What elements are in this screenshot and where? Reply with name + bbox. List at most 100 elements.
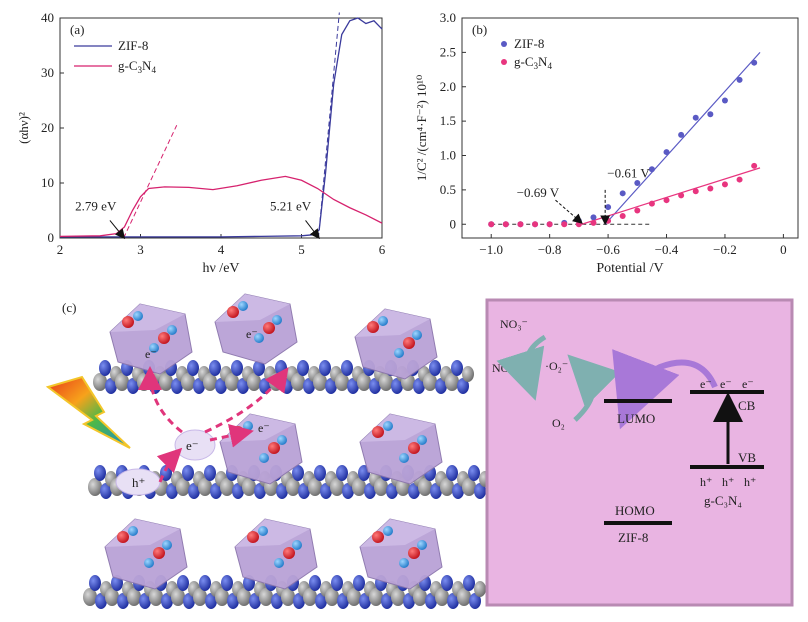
light-blue-atom xyxy=(417,540,427,550)
light-blue-atom xyxy=(277,435,287,445)
panel-a-tauc-plot: 2 3 4 5 6 0 10 20 30 40 hν /eV (αhν)² (a) 2.79 eV 5.21… xyxy=(0,0,400,290)
grey-atom xyxy=(462,366,474,382)
b-point-gc3n4 xyxy=(707,185,714,192)
vb-label: VB xyxy=(738,450,756,465)
cb-electron-1: e⁻ xyxy=(700,377,712,391)
grey-atom xyxy=(259,588,273,606)
vb-hole-3: h⁺ xyxy=(744,475,756,489)
b-point-zif8 xyxy=(648,166,655,173)
electron-bubble-label: e⁻ xyxy=(186,438,199,453)
energy-level-diagram: NO₃⁻ NO ·O₂⁻ O₂ LUMO HOMO ZIF-8 e⁻ e⁻ e⁻… xyxy=(485,298,794,607)
no3-label: NO₃⁻ xyxy=(500,317,528,331)
grey-atom xyxy=(379,373,393,391)
grey-atom xyxy=(127,588,141,606)
blue-atom xyxy=(451,360,463,376)
light-blue-atom xyxy=(162,540,172,550)
blue-atom xyxy=(221,575,233,591)
blue-atom xyxy=(429,360,441,376)
blue-atom xyxy=(303,378,315,394)
blue-atom xyxy=(381,593,393,609)
b-point-gc3n4 xyxy=(619,213,626,219)
a-y-axis-label: (αhν)² xyxy=(16,112,31,144)
grey-atom xyxy=(325,588,339,606)
blue-atom xyxy=(183,593,195,609)
blue-atom xyxy=(276,483,288,499)
b-point-zif8 xyxy=(590,214,597,221)
blue-atom xyxy=(320,483,332,499)
b-point-zif8 xyxy=(692,114,699,121)
a-y-tick-label: 0 xyxy=(48,230,55,245)
blue-atom xyxy=(205,593,217,609)
blue-atom xyxy=(319,360,331,376)
blue-atom xyxy=(309,575,321,591)
a-series-line-gc3n4 xyxy=(59,175,383,237)
blue-atom xyxy=(325,378,337,394)
b-legend-label: ZIF-8 xyxy=(514,36,544,51)
blue-atom xyxy=(292,465,304,481)
grey-atom xyxy=(247,373,261,391)
blue-atom xyxy=(99,360,111,376)
red-atom xyxy=(122,316,134,328)
red-atom xyxy=(158,332,170,344)
electron-label-2: e⁻ xyxy=(246,327,258,341)
a-x-tick-label: 2 xyxy=(57,242,64,257)
blue-atom xyxy=(117,593,129,609)
light-blue-atom xyxy=(149,343,159,353)
b-x-tick-label: −0.6 xyxy=(596,242,620,257)
a-annotation-label-0: 2.79 eV xyxy=(75,199,117,214)
b-y-tick-label: 1.0 xyxy=(440,148,456,163)
blue-atom xyxy=(100,483,112,499)
red-atom xyxy=(367,321,379,333)
blue-atom xyxy=(271,593,283,609)
grey-atom xyxy=(291,373,305,391)
b-point-gc3n4 xyxy=(590,219,597,226)
a-tangent-line-0 xyxy=(123,125,178,239)
cb-label: CB xyxy=(738,398,756,413)
blue-atom xyxy=(413,378,425,394)
b-panel-label: (b) xyxy=(472,22,487,37)
panel-b-mott-schottky-plot: −1.0 −0.8 −0.6 −0.4 −0.2 0 0 0.5 1.0 1.5 2.0 2.5 3.0… xyxy=(400,0,808,290)
hole-label: h⁺ xyxy=(132,475,145,490)
light-blue-atom xyxy=(417,435,427,445)
light-blue-atom xyxy=(243,421,253,431)
b-y-tick-label: 1.5 xyxy=(440,113,456,128)
grey-atom xyxy=(303,588,317,606)
red-atom xyxy=(283,547,295,559)
b-point-zif8 xyxy=(634,180,641,186)
b-legend-marker xyxy=(501,41,507,47)
grey-atom xyxy=(474,581,486,597)
b-point-gc3n4 xyxy=(634,207,641,214)
light-blue-atom xyxy=(128,526,138,536)
b-x-axis-label: Potential /V xyxy=(596,261,663,276)
blue-atom xyxy=(337,593,349,609)
blue-atom xyxy=(227,593,239,609)
b-y-tick-label: 2.0 xyxy=(440,79,456,94)
grey-atom xyxy=(357,373,371,391)
b-plot-frame xyxy=(461,17,799,239)
light-blue-atom xyxy=(399,558,409,568)
b-point-gc3n4 xyxy=(488,221,495,228)
a-annotation-arrow-0 xyxy=(109,220,126,240)
light-blue-atom xyxy=(399,453,409,463)
a-x-axis-label: hν /eV xyxy=(202,261,239,276)
grey-atom xyxy=(286,478,300,496)
lumo-label: LUMO xyxy=(617,411,655,426)
panel-c-label: (c) xyxy=(62,300,76,315)
red-atom xyxy=(153,547,165,559)
grey-atom xyxy=(457,588,471,606)
a-x-tick-label: 4 xyxy=(218,242,225,257)
b-y-tick-label: 2.5 xyxy=(440,44,456,59)
blue-atom xyxy=(447,593,459,609)
a-x-tick-label: 3 xyxy=(137,242,144,257)
vb-hole-2: h⁺ xyxy=(722,475,734,489)
superoxide-label: ·O₂⁻ xyxy=(545,359,568,373)
red-atom xyxy=(408,547,420,559)
b-point-gc3n4 xyxy=(721,181,728,188)
blue-atom xyxy=(353,575,365,591)
blue-atom xyxy=(253,360,265,376)
blue-atom xyxy=(166,483,178,499)
light-blue-atom xyxy=(274,558,284,568)
grey-atom xyxy=(435,588,449,606)
blue-atom xyxy=(403,593,415,609)
blue-atom xyxy=(161,593,173,609)
